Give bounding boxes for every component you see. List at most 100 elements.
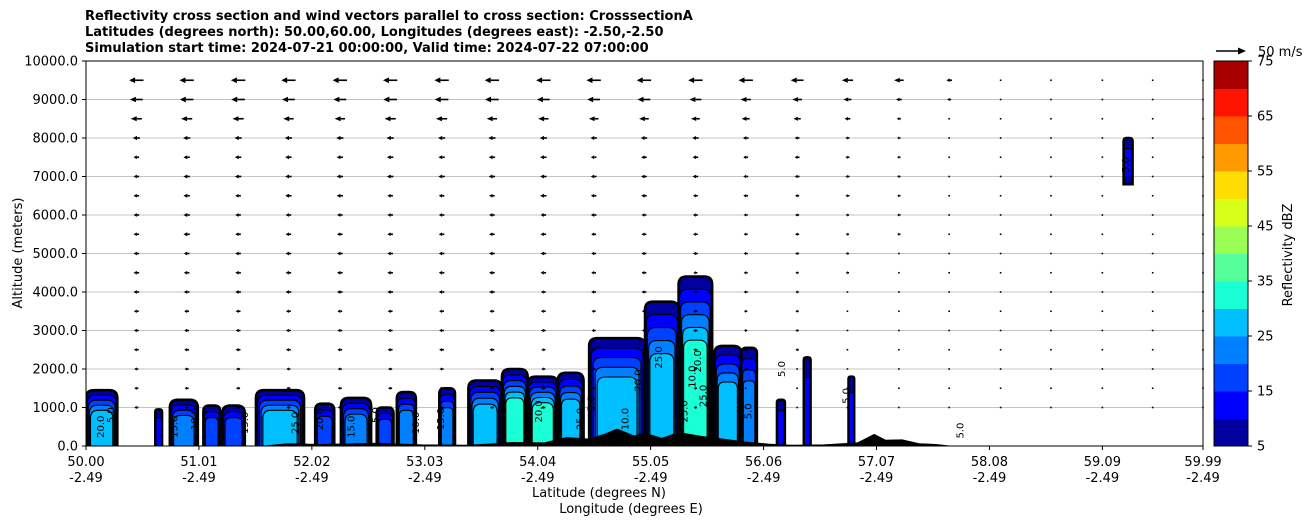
- wind-arrow: [742, 136, 749, 140]
- x-tick-label-lat: 54.04: [519, 455, 556, 470]
- wind-arrow-head: [845, 194, 848, 198]
- wind-arrow: [946, 78, 952, 83]
- colorbar-label: Reflectivity dBZ: [1281, 204, 1296, 307]
- colorbar-tick-label: 75: [1257, 55, 1274, 70]
- wind-arrow: [439, 309, 444, 314]
- wind-arrow: [337, 405, 342, 410]
- wind-arrow-head: [489, 347, 493, 352]
- wind-arrow-dot: [1101, 252, 1104, 255]
- wind-arrow-dot: [846, 406, 849, 409]
- wind-arrow-head: [489, 251, 493, 256]
- wind-arrow: [743, 213, 748, 217]
- contour-label: 5.0: [956, 423, 967, 439]
- contour-label: 20.0: [634, 369, 645, 391]
- wind-arrow: [285, 193, 292, 198]
- wind-arrow: [179, 77, 194, 84]
- wind-arrow: [692, 136, 699, 140]
- wind-arrow-head: [439, 367, 442, 371]
- wind-arrow-dot: [948, 175, 950, 178]
- contour-label: 10.0: [190, 408, 201, 430]
- wind-arrow: [999, 214, 1002, 216]
- wind-arrow: [387, 309, 393, 314]
- wind-arrow: [898, 368, 900, 370]
- wind-arrow-head: [484, 77, 491, 84]
- wind-arrow: [130, 116, 142, 122]
- wind-arrow-head: [129, 96, 136, 103]
- wind-arrow: [591, 232, 597, 237]
- wind-arrow-dot: [948, 194, 950, 197]
- wind-arrow-head: [184, 367, 188, 371]
- wind-arrow: [134, 405, 139, 410]
- wind-arrow: [948, 117, 950, 120]
- colorbar-tick-label: 35: [1257, 275, 1274, 290]
- wind-arrow: [1101, 156, 1104, 159]
- wind-arrow: [590, 193, 597, 198]
- wind-arrow: [845, 174, 850, 179]
- wind-arrow-head: [284, 135, 290, 141]
- wind-arrow-dot: [1151, 233, 1154, 236]
- wind-arrow-head: [845, 213, 848, 217]
- wind-arrow-dot: [1050, 175, 1052, 178]
- wind-arrow-head: [133, 213, 137, 217]
- wind-arrow-head: [693, 271, 696, 275]
- wind-arrow-head: [388, 367, 391, 371]
- wind-arrow-head: [845, 174, 848, 179]
- wind-arrow: [337, 270, 343, 275]
- wind-arrow-head: [591, 386, 595, 390]
- wind-arrow: [897, 174, 901, 179]
- wind-arrow-head: [285, 174, 290, 179]
- wind-arrow-head: [183, 155, 188, 160]
- x-tick-label-lon: -2.49: [747, 471, 781, 486]
- wind-arrow: [235, 290, 241, 294]
- y-tick-label: 2000.0: [33, 363, 79, 378]
- wind-arrow: [794, 155, 800, 160]
- wind-arrow: [1101, 368, 1104, 370]
- colorbar-band: [1214, 143, 1248, 172]
- wind-arrow-head: [434, 96, 441, 103]
- wind-arrow-dot: [999, 271, 1002, 274]
- wind-arrow-head: [693, 309, 696, 313]
- wind-arrow-head: [845, 155, 848, 159]
- wind-arrow: [637, 96, 651, 103]
- wind-arrow-head: [844, 116, 848, 121]
- wind-arrow-head: [897, 213, 900, 217]
- wind-arrow: [439, 405, 444, 410]
- wind-arrow-head: [641, 174, 645, 179]
- wind-arrow-head: [336, 174, 341, 179]
- wind-arrow-head: [232, 116, 239, 122]
- wind-arrow-dot: [1101, 98, 1104, 101]
- wind-arrow-head: [590, 174, 595, 179]
- wind-arrow: [641, 328, 646, 333]
- wind-arrow-head: [133, 155, 137, 160]
- wind-arrow-dot: [948, 368, 950, 370]
- wind-arrow: [948, 348, 950, 351]
- wind-arrow: [587, 96, 601, 103]
- wind-arrow: [236, 386, 241, 390]
- wind-arrow: [999, 368, 1002, 370]
- wind-arrow-dot: [898, 387, 900, 390]
- wind-arrow: [133, 193, 140, 198]
- wind-arrow-head: [383, 96, 390, 103]
- reflectivity-contour-20-dbz: [742, 380, 756, 446]
- wind-arrow: [235, 309, 241, 314]
- wind-arrow-head: [641, 270, 645, 275]
- wind-key: 50 m/s: [1216, 45, 1303, 60]
- wind-arrow-head: [337, 309, 341, 314]
- wind-arrow: [1101, 214, 1104, 216]
- wind-arrow: [999, 387, 1002, 390]
- reflectivity-cell: [739, 346, 759, 446]
- wind-arrow-dot: [1151, 98, 1154, 101]
- wind-arrow-head: [636, 77, 643, 84]
- wind-arrow: [285, 328, 291, 333]
- wind-arrow-head: [693, 290, 696, 294]
- wind-arrow-head: [743, 193, 747, 198]
- wind-arrow: [230, 77, 246, 84]
- x-tick-label-lon: -2.49: [408, 471, 442, 486]
- wind-arrow: [232, 116, 244, 122]
- wind-arrow: [898, 310, 900, 313]
- wind-arrow: [541, 367, 546, 371]
- wind-arrow: [1101, 387, 1104, 390]
- wind-arrow-head: [488, 135, 493, 141]
- wind-arrow-head: [333, 96, 340, 103]
- wind-arrow: [489, 328, 495, 333]
